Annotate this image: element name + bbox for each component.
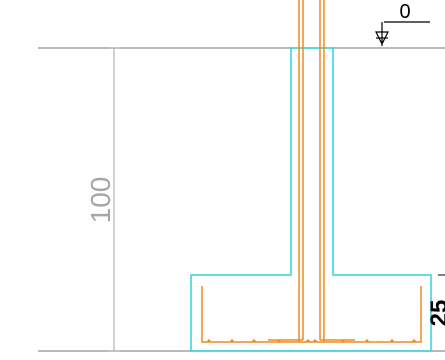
bar-dot <box>277 339 281 343</box>
bar-dot <box>412 339 416 343</box>
bar-dot <box>365 339 369 343</box>
concrete-outline <box>190 47 432 352</box>
bar-dot <box>306 339 310 343</box>
footing-reinforcement <box>201 286 422 343</box>
height-dimension-label: 100 <box>85 177 116 224</box>
footing-dimension-label: 25 <box>426 300 445 327</box>
footing-bar-dots <box>207 339 416 343</box>
bar-dot <box>313 339 317 343</box>
bar-dot <box>252 339 256 343</box>
bar-dot <box>230 339 234 343</box>
bar-dot <box>207 339 211 343</box>
footing-dimension: 25 <box>426 274 445 327</box>
level-marker-label: 0 <box>399 1 410 23</box>
bar-dot <box>390 339 394 343</box>
bar-dot <box>341 339 345 343</box>
level-marker: 0 <box>375 1 430 46</box>
height-dimension: 100 <box>85 47 120 352</box>
column-reinforcement <box>268 0 355 342</box>
